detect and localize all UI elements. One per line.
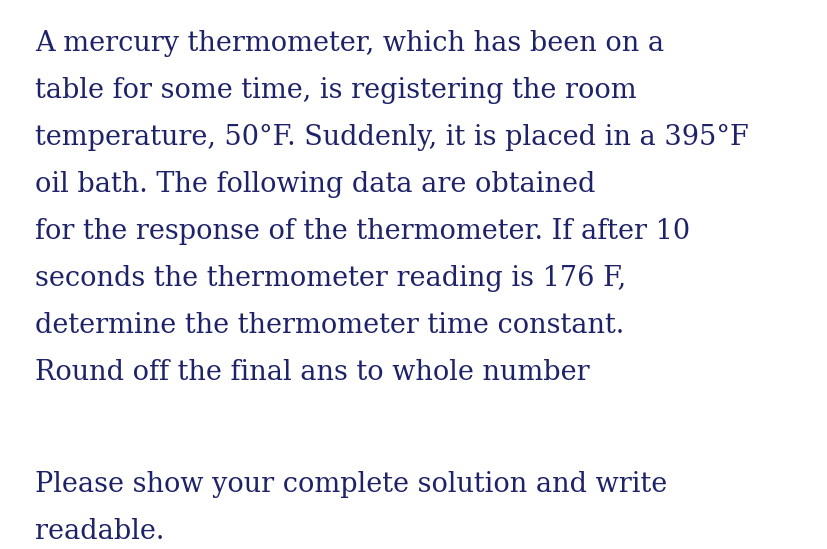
Text: Please show your complete solution and write: Please show your complete solution and w… — [35, 471, 667, 498]
Text: for the response of the thermometer. If after 10: for the response of the thermometer. If … — [35, 218, 689, 245]
Text: readable.: readable. — [35, 518, 165, 545]
Text: Round off the final ans to whole number: Round off the final ans to whole number — [35, 359, 589, 386]
Text: determine the thermometer time constant.: determine the thermometer time constant. — [35, 312, 624, 339]
Text: seconds the thermometer reading is 176 F,: seconds the thermometer reading is 176 F… — [35, 265, 625, 292]
Text: table for some time, is registering the room: table for some time, is registering the … — [35, 77, 636, 104]
Text: temperature, 50°F. Suddenly, it is placed in a 395°F: temperature, 50°F. Suddenly, it is place… — [35, 124, 748, 151]
Text: A mercury thermometer, which has been on a: A mercury thermometer, which has been on… — [35, 30, 663, 57]
Text: oil bath. The following data are obtained: oil bath. The following data are obtaine… — [35, 171, 595, 198]
